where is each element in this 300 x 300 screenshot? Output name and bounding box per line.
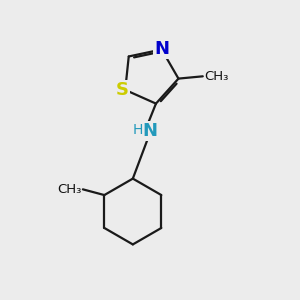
Text: CH₃: CH₃ [57, 183, 81, 196]
Text: N: N [154, 40, 169, 58]
Text: N: N [143, 122, 158, 140]
Text: H: H [132, 123, 142, 137]
Text: CH₃: CH₃ [204, 70, 229, 83]
Text: S: S [116, 81, 129, 99]
